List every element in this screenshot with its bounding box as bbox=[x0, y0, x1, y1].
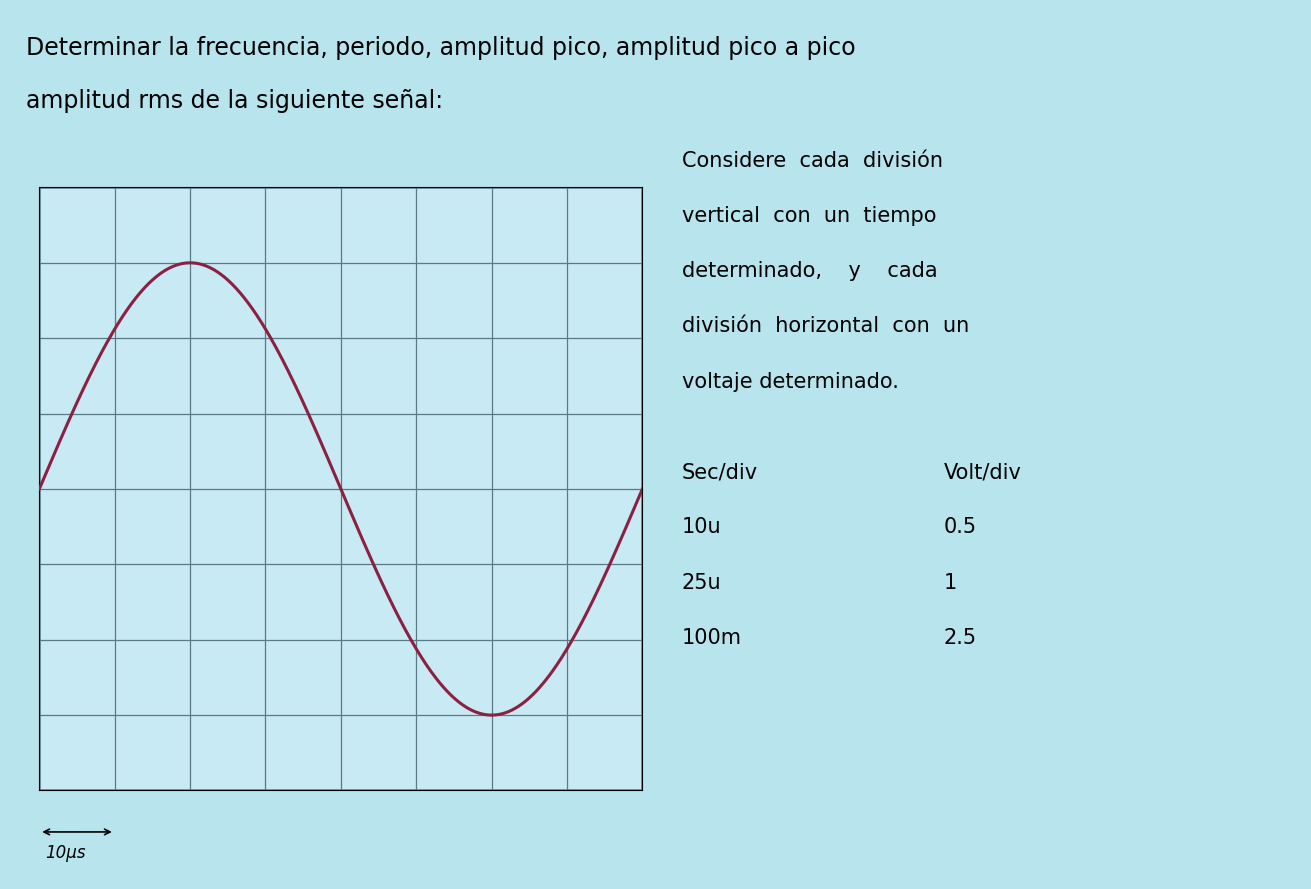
Text: 2.5: 2.5 bbox=[944, 628, 977, 647]
Text: división  horizontal  con  un: división horizontal con un bbox=[682, 316, 969, 336]
Text: 0.5: 0.5 bbox=[944, 517, 977, 537]
Text: 100m: 100m bbox=[682, 628, 742, 647]
Text: determinado,    y    cada: determinado, y cada bbox=[682, 261, 937, 281]
Text: 10μs: 10μs bbox=[46, 845, 85, 862]
Text: voltaje determinado.: voltaje determinado. bbox=[682, 372, 898, 391]
Text: vertical  con  un  tiempo: vertical con un tiempo bbox=[682, 206, 936, 226]
Text: Sec/div: Sec/div bbox=[682, 462, 758, 482]
Text: 10u: 10u bbox=[682, 517, 721, 537]
Text: amplitud rms de la siguiente señal:: amplitud rms de la siguiente señal: bbox=[26, 89, 443, 113]
Text: 1: 1 bbox=[944, 573, 957, 592]
Text: Considere  cada  división: Considere cada división bbox=[682, 151, 943, 171]
Text: 25u: 25u bbox=[682, 573, 721, 592]
Text: Determinar la frecuencia, periodo, amplitud pico, amplitud pico a pico: Determinar la frecuencia, periodo, ampli… bbox=[26, 36, 856, 60]
Text: Volt/div: Volt/div bbox=[944, 462, 1021, 482]
